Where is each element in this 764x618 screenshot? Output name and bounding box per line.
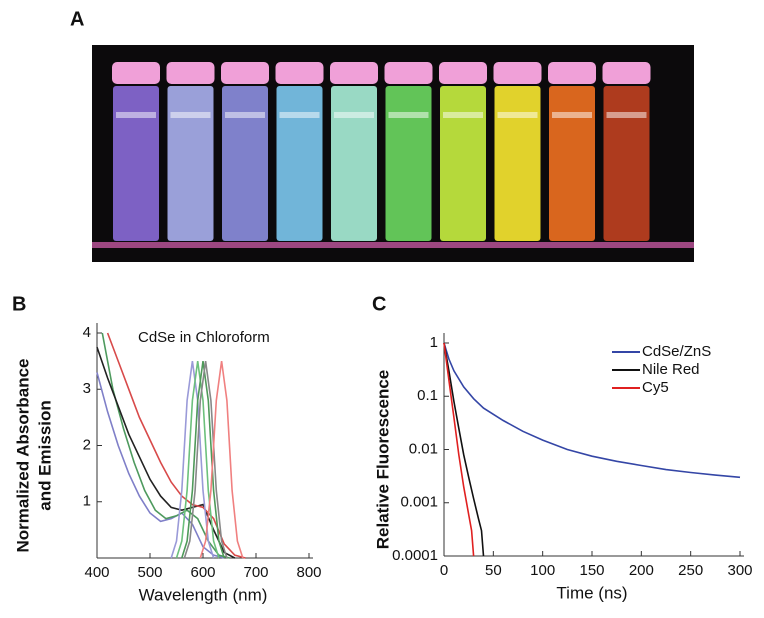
panel-label: C <box>372 293 386 315</box>
x-tick-label: 200 <box>629 562 654 579</box>
vial-body <box>113 86 159 241</box>
y-axis-title: Normalized Absorbance <box>13 359 32 553</box>
vial-cap <box>275 62 324 84</box>
series-line <box>183 360 228 559</box>
vial-cap <box>166 62 215 84</box>
vial-cap <box>330 62 378 84</box>
vial-body <box>603 86 650 241</box>
vial-glare <box>388 112 429 118</box>
series-line <box>443 342 475 557</box>
vial-glare <box>225 112 265 118</box>
x-axis-title: Wavelength (nm) <box>139 585 268 604</box>
vial-glare <box>443 112 483 118</box>
x-axis-title: Time (ns) <box>556 583 627 602</box>
x-tick-label: 300 <box>727 562 752 579</box>
vial-cap <box>112 62 160 84</box>
x-tick-label: 150 <box>579 562 604 579</box>
vial-cap <box>548 62 596 84</box>
y-tick-label: 3 <box>83 380 91 397</box>
series-line <box>106 332 246 559</box>
vials <box>92 62 694 248</box>
series-line <box>199 360 244 559</box>
shelf <box>92 242 694 248</box>
x-tick-label: 800 <box>296 564 321 581</box>
y-tick-label: 0.1 <box>417 387 438 404</box>
vial-body <box>385 86 432 241</box>
vial-body <box>276 86 323 241</box>
vial-glare <box>279 112 320 118</box>
x-tick-label: 50 <box>485 562 502 579</box>
vial-cap <box>384 62 433 84</box>
x-tick-label: 100 <box>530 562 555 579</box>
panel-label: A <box>70 8 84 30</box>
x-tick-label: 400 <box>84 564 109 581</box>
series-line <box>175 360 220 559</box>
series-line <box>181 360 225 559</box>
y-tick-label: 0.01 <box>409 440 438 457</box>
vial-cap <box>602 62 651 84</box>
vial-body <box>167 86 214 241</box>
series-line <box>443 342 741 479</box>
vial-cap <box>493 62 542 84</box>
panel-label: B <box>12 293 26 315</box>
x-tick-label: 0 <box>440 562 448 579</box>
x-tick-label: 500 <box>137 564 162 581</box>
vial-glare <box>334 112 374 118</box>
vial-glare <box>497 112 538 118</box>
series-line <box>443 342 485 557</box>
vial-body <box>331 86 377 241</box>
y-axis-title: Relative Fluorescence <box>373 370 392 550</box>
vial-body <box>494 86 541 241</box>
vial-glare <box>170 112 211 118</box>
legend-label: CdSe/ZnS <box>642 343 711 360</box>
vial-cap <box>439 62 487 84</box>
vial-body <box>440 86 486 241</box>
vial-body <box>549 86 595 241</box>
annotation: CdSe in Chloroform <box>138 329 270 346</box>
vial-body <box>222 86 268 241</box>
x-tick-label: 600 <box>190 564 215 581</box>
x-tick-label: 250 <box>678 562 703 579</box>
vial-glare <box>606 112 647 118</box>
vial-glare <box>116 112 156 118</box>
x-tick-label: 700 <box>243 564 268 581</box>
y-tick-label: 2 <box>83 436 91 453</box>
y-tick-label: 0.0001 <box>392 547 438 564</box>
vial-cap <box>221 62 269 84</box>
series-line <box>170 360 215 559</box>
vial-glare <box>552 112 592 118</box>
y-axis-title: and Emission <box>35 400 54 511</box>
y-tick-label: 1 <box>430 334 438 351</box>
y-tick-label: 4 <box>83 324 91 341</box>
y-tick-label: 0.001 <box>400 494 438 511</box>
y-tick-label: 1 <box>83 493 91 510</box>
legend-label: Nile Red <box>642 361 700 378</box>
legend-label: Cy5 <box>642 379 669 396</box>
